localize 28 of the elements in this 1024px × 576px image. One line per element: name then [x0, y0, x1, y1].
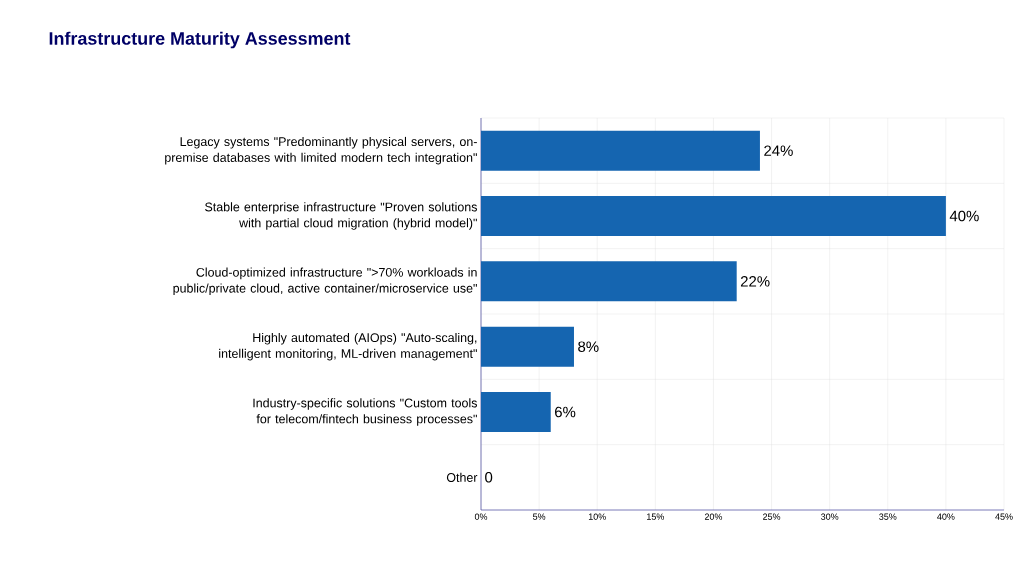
x-tick-label: 15% [647, 513, 664, 520]
y-tick-label: Cloud-optimized infrastructure ">70% workloads in public/private cloud, active container/microservice use" [173, 267, 477, 296]
x-tick-label: 45% [995, 513, 1013, 520]
x-tick-label: 30% [821, 513, 839, 520]
x-tick-label: 35% [879, 513, 897, 520]
data-label: 6% [555, 406, 576, 418]
x-tick-label: 5% [532, 513, 546, 520]
bar [481, 326, 574, 367]
x-tick-label: 25% [763, 513, 781, 520]
data-label: 22% [740, 276, 770, 287]
data-label: 8% [578, 341, 599, 352]
bar [481, 261, 737, 302]
x-tick-label: 20% [704, 513, 723, 520]
x-tick-label: 10% [588, 513, 606, 520]
y-tick-label: Legacy systems "Predominantly physical servers, on-premise databases with limited modern tech integration" [165, 136, 477, 165]
x-tick-label: 40% [937, 513, 955, 520]
text: Infrastructure Maturity Assessment [49, 31, 351, 49]
y-tick-label: Stable enterprise infrastructure "Proven solutions with partial cloud migration (hybrid model)" [205, 202, 477, 230]
data-label: 0 [485, 472, 493, 483]
bar [481, 130, 760, 171]
bar [481, 196, 946, 236]
y-tick-label: Highly automated (AIOps) "Auto-scaling, intelligent monitoring, ML-driven management" [219, 332, 477, 361]
y-tick-label: Other [446, 472, 478, 482]
y-tick-label: Industry-specific solutions "Custom tools for telecom/fintech business processes" [253, 398, 477, 426]
x-tick-label: 0% [474, 513, 488, 520]
data-label: 24% [764, 145, 793, 156]
data-label: 40% [949, 210, 979, 222]
bar [481, 392, 551, 432]
